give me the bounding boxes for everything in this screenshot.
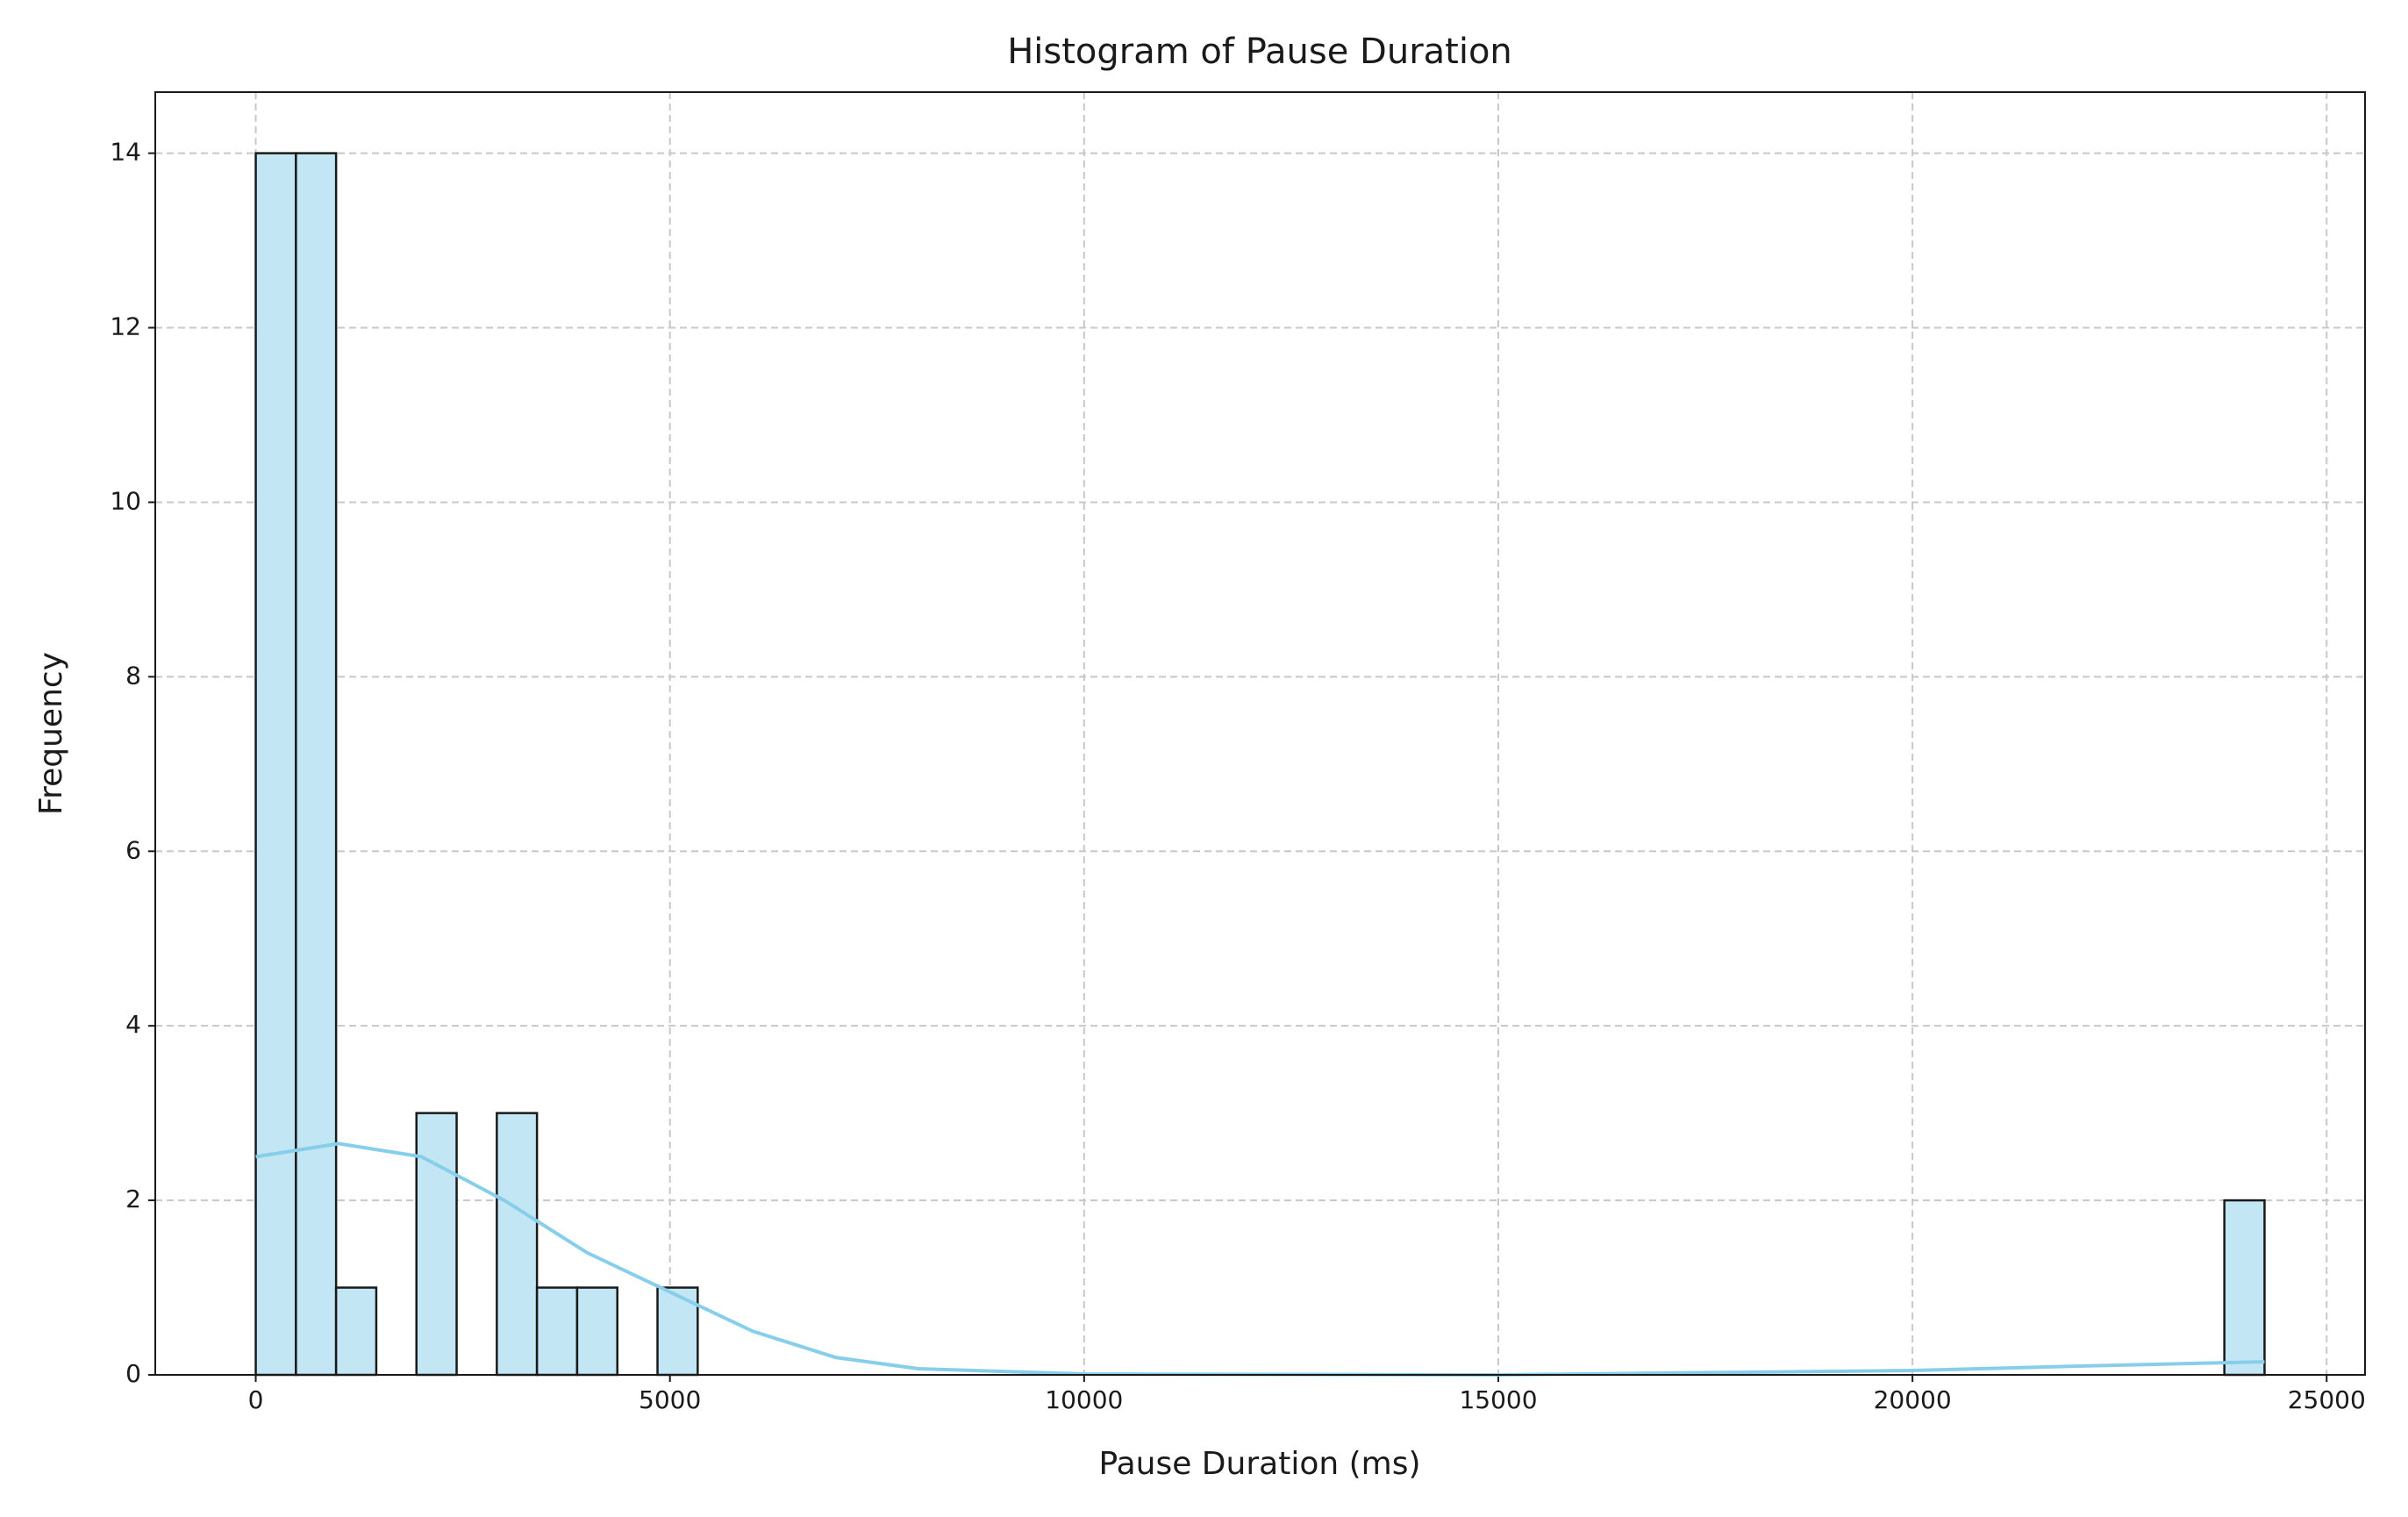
y-tick-label: 6 xyxy=(125,835,141,864)
bar xyxy=(535,1286,579,1377)
y-tick-label: 0 xyxy=(125,1359,141,1388)
x-tick-label: 20000 xyxy=(1874,1385,1952,1414)
chart-title: Histogram of Pause Duration xyxy=(1007,32,1512,72)
bar xyxy=(2223,1199,2266,1377)
bar xyxy=(496,1112,539,1377)
bar xyxy=(415,1112,458,1377)
x-tick-label: 5000 xyxy=(639,1385,701,1414)
bar xyxy=(295,152,338,1377)
x-axis-label: Pause Duration (ms) xyxy=(1098,1446,1420,1482)
y-tick-label: 8 xyxy=(125,661,141,690)
plot-frame xyxy=(154,91,2366,1376)
bar xyxy=(575,1286,618,1377)
x-tick-label: 25000 xyxy=(2288,1385,2366,1414)
y-tick-label: 14 xyxy=(110,138,141,167)
y-tick-label: 12 xyxy=(110,312,141,341)
y-tick-label: 2 xyxy=(125,1184,141,1213)
y-tick-label: 4 xyxy=(125,1010,141,1039)
kde-line xyxy=(255,1141,2265,1377)
y-axis-label: Frequency xyxy=(33,652,69,815)
x-tick-label: 15000 xyxy=(1459,1385,1537,1414)
x-tick-label: 10000 xyxy=(1045,1385,1123,1414)
x-tick-label: 0 xyxy=(248,1385,264,1414)
bar xyxy=(254,152,297,1377)
bar xyxy=(334,1286,378,1377)
y-tick-label: 10 xyxy=(110,486,141,515)
